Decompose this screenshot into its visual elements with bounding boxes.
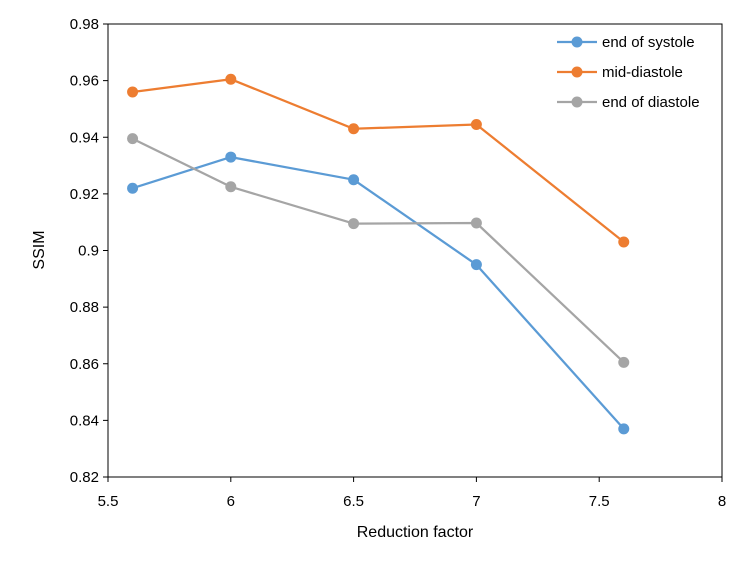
y-tick-label: 0.92 bbox=[70, 186, 99, 203]
data-point bbox=[618, 423, 630, 435]
data-point bbox=[348, 123, 360, 135]
legend-item: end of diastole bbox=[557, 94, 700, 111]
legend-label: mid-diastole bbox=[602, 64, 683, 81]
legend: end of systole mid-diastole end of diastol… bbox=[557, 34, 700, 111]
data-point bbox=[225, 151, 237, 163]
data-point bbox=[225, 73, 237, 85]
data-point bbox=[348, 174, 360, 186]
x-tick-label: 6 bbox=[227, 493, 235, 510]
x-tick-label: 8 bbox=[718, 493, 726, 510]
x-tick-label: 6.5 bbox=[343, 493, 364, 510]
x-tick-label: 5.5 bbox=[98, 493, 119, 510]
data-point bbox=[618, 236, 630, 248]
plot-area bbox=[107, 23, 723, 478]
data-point bbox=[618, 356, 630, 368]
data-point bbox=[470, 119, 482, 131]
data-point bbox=[127, 86, 139, 98]
data-point bbox=[225, 181, 237, 193]
legend-item: mid-diastole bbox=[557, 64, 683, 81]
y-tick-label: 0.9 bbox=[78, 243, 99, 260]
legend-swatch-marker bbox=[571, 36, 583, 48]
y-tick-label: 0.98 bbox=[70, 16, 99, 33]
x-tick-label: 7 bbox=[472, 493, 480, 510]
legend-swatch-marker bbox=[571, 96, 583, 108]
y-tick-label: 0.84 bbox=[70, 412, 99, 429]
series-1 bbox=[127, 151, 630, 435]
data-point bbox=[127, 133, 139, 145]
data-point bbox=[127, 182, 139, 194]
x-tick-label: 7.5 bbox=[589, 493, 610, 510]
legend-label: end of systole bbox=[602, 34, 695, 51]
x-axis-title: Reduction factor bbox=[357, 524, 474, 541]
y-axis-title: SSIM bbox=[31, 230, 48, 269]
y-axis-ticks: 0.82 0.84 0.86 0.88 0.9 0.92 0.94 0.96 0.98 bbox=[70, 16, 108, 486]
y-tick-label: 0.82 bbox=[70, 469, 99, 486]
series-3 bbox=[127, 133, 630, 368]
series-2 bbox=[127, 73, 630, 248]
y-tick-label: 0.96 bbox=[70, 73, 99, 90]
data-point bbox=[470, 217, 482, 229]
y-tick-label: 0.94 bbox=[70, 129, 99, 146]
legend-swatch-marker bbox=[571, 66, 583, 78]
y-tick-label: 0.88 bbox=[70, 299, 99, 316]
series-layer bbox=[127, 73, 630, 435]
y-tick-label: 0.86 bbox=[70, 356, 99, 373]
legend-label: end of diastole bbox=[602, 94, 700, 111]
data-point bbox=[470, 259, 482, 271]
x-axis-ticks: 5.5 6 6.5 7 7.5 8 bbox=[98, 477, 726, 510]
legend-item: end of systole bbox=[557, 34, 695, 51]
data-point bbox=[348, 218, 360, 230]
